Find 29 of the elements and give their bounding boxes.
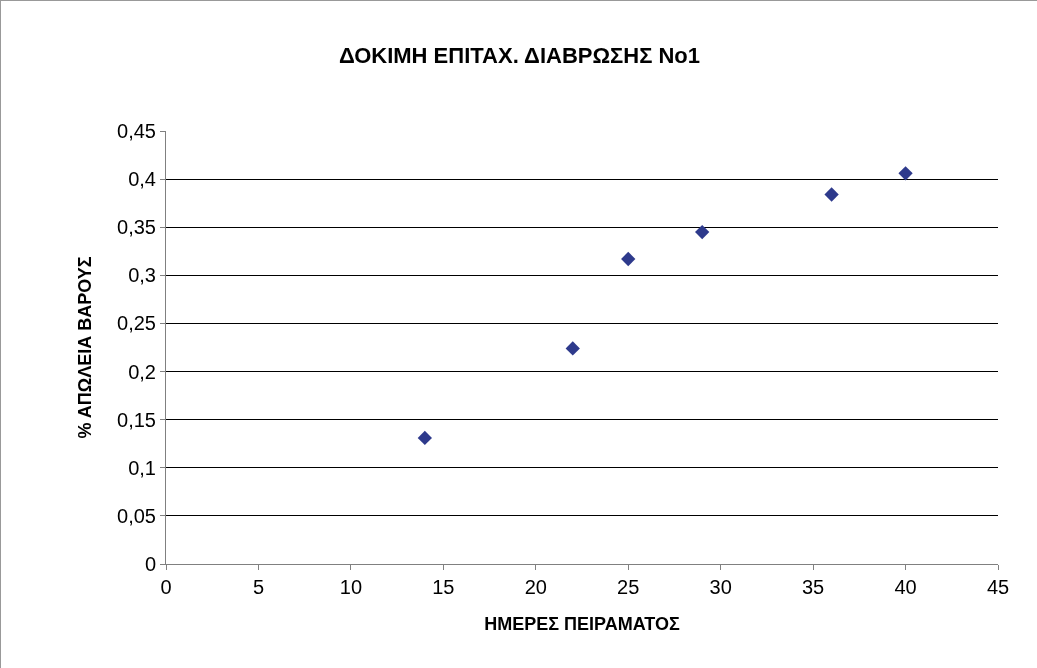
point: [417, 430, 432, 446]
x-tick-label: 20: [524, 576, 547, 598]
x-tick-label: 25: [617, 576, 640, 598]
x-axis-title: ΗΜΕΡΕΣ ΠΕΙΡΑΜΑΤΟΣ: [484, 614, 680, 635]
point: [565, 341, 580, 356]
x-tick-label: 0: [160, 576, 172, 598]
y-tick-label: 0,05: [117, 504, 156, 527]
x-tick-label: 15: [432, 576, 455, 598]
x-tick-label: 5: [252, 576, 264, 598]
y-tick-label: 0,1: [128, 456, 156, 479]
x-tick-label: 30: [709, 576, 732, 598]
x-tick-label: 10: [339, 576, 363, 598]
x-tick-label: 40: [894, 576, 917, 598]
y-tick-label: 0,25: [117, 312, 156, 335]
point: [695, 224, 710, 240]
y-tick-label: 0,4: [128, 168, 156, 191]
y-tick-label: 0: [144, 553, 156, 575]
x-tick-label: 35: [801, 576, 825, 598]
point: [898, 166, 913, 181]
y-tick-label: 0,35: [117, 216, 156, 239]
y-tick-label: 0,15: [117, 408, 156, 431]
point: [621, 251, 636, 267]
y-axis-title: % ΑΠΩΛΕΙΑ ΒΑΡΟΥΣ: [75, 256, 96, 439]
y-tick-label: 0,3: [128, 264, 156, 287]
y-tick-label: 0,2: [128, 360, 156, 383]
chart-title: ΔΟΚΙΜΗ ΕΠΙΤΑΧ. ΔΙΑΒΡΩΣΗΣ No1: [338, 43, 701, 69]
y-tick-label: 0,45: [117, 120, 156, 142]
point: [824, 187, 839, 202]
x-tick-label: 45: [986, 576, 1010, 598]
